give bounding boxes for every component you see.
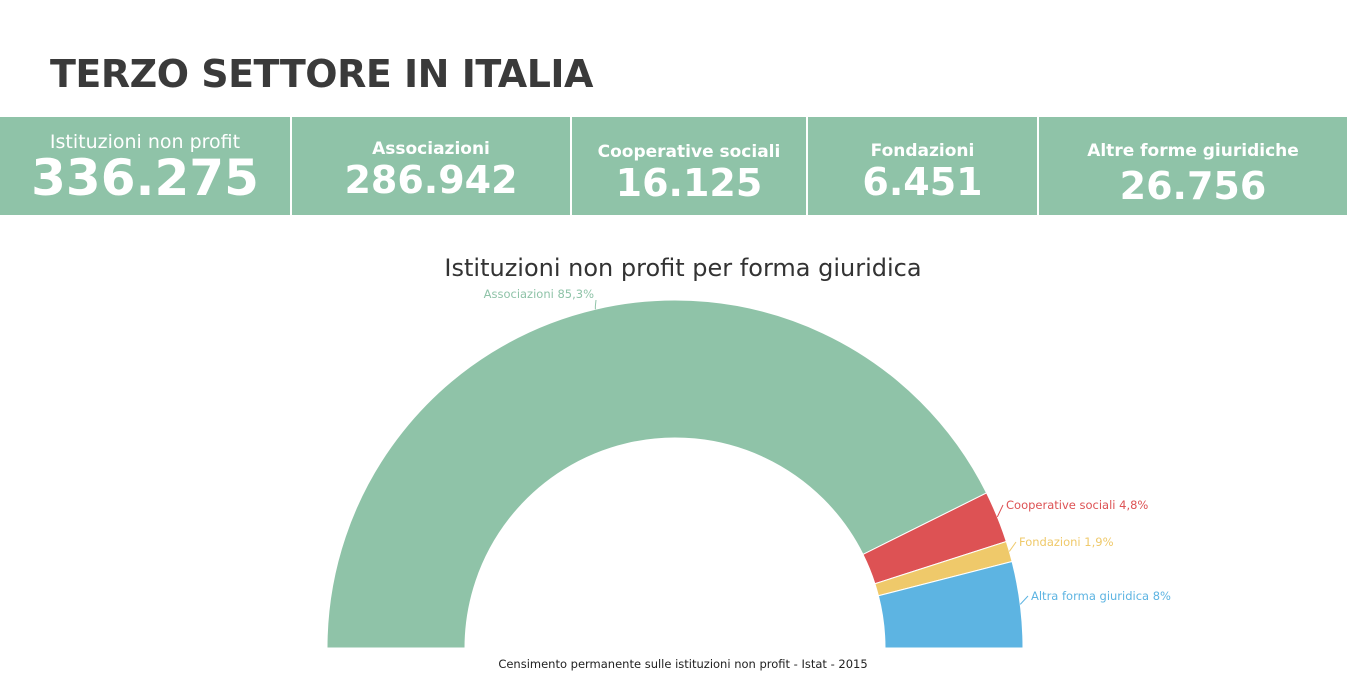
stat-box-altre: Altre forme giuridiche 26.756 bbox=[1039, 117, 1347, 215]
page-title: TERZO SETTORE IN ITALIA bbox=[50, 52, 593, 96]
stat-box-associazioni: Associazioni 286.942 bbox=[292, 117, 572, 215]
data-label: Cooperative sociali 4,8% bbox=[1006, 498, 1148, 512]
chart-title: Istituzioni non profit per forma giuridi… bbox=[444, 254, 922, 282]
stat-label: Associazioni bbox=[372, 139, 490, 159]
stat-value: 26.756 bbox=[1119, 164, 1267, 208]
stat-label: Istituzioni non profit bbox=[49, 131, 241, 153]
stat-label: Cooperative sociali bbox=[597, 142, 781, 162]
stat-box-fondazioni: Fondazioni 6.451 bbox=[808, 117, 1039, 215]
label-connector bbox=[1008, 541, 1017, 552]
slice-altra-forma-giuridica[interactable] bbox=[877, 560, 1024, 649]
stat-label: Altre forme giuridiche bbox=[1087, 141, 1299, 161]
stat-value: 336.275 bbox=[31, 149, 259, 207]
label-connector bbox=[1019, 595, 1029, 605]
stat-value: 286.942 bbox=[344, 158, 518, 202]
stat-value: 6.451 bbox=[862, 160, 983, 204]
label-connector bbox=[594, 299, 597, 310]
chart-source: Censimento permanente sulle istituzioni … bbox=[498, 657, 868, 671]
label-connector bbox=[996, 504, 1004, 518]
stat-value: 16.125 bbox=[615, 161, 763, 205]
slice-associazioni[interactable] bbox=[326, 299, 988, 649]
data-label: Fondazioni 1,9% bbox=[1019, 535, 1114, 549]
data-label: Altra forma giuridica 8% bbox=[1031, 589, 1171, 603]
stat-box-cooperative: Cooperative sociali 16.125 bbox=[572, 117, 808, 215]
stats-bar: Istituzioni non profit 336.275 Associazi… bbox=[0, 117, 1347, 215]
stat-label: Fondazioni bbox=[870, 141, 975, 161]
data-label: Associazioni 85,3% bbox=[484, 287, 594, 301]
stat-box-istituzioni: Istituzioni non profit 336.275 bbox=[0, 117, 292, 215]
